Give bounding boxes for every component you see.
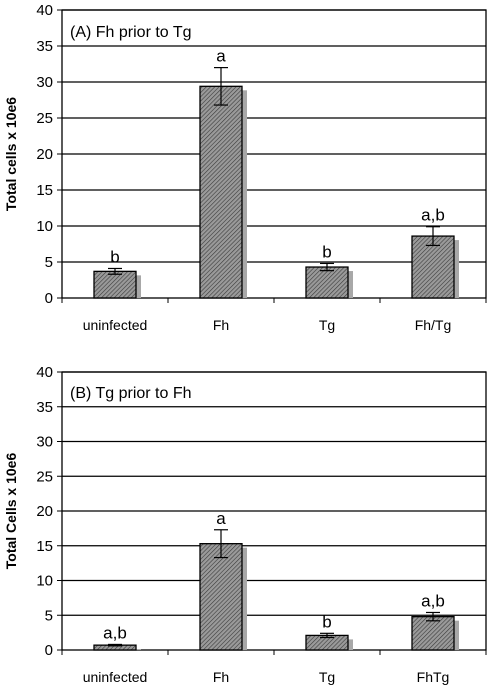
panel-b-significance-label: a,b [421, 591, 445, 610]
panel-a-significance-label: b [322, 242, 331, 261]
panel-b-bar-fh [199, 543, 243, 651]
panel-b-title: (B) Tg prior to Fh [70, 385, 192, 402]
panel-a-category-label: Fh [213, 317, 229, 333]
panel-b-category-label: uninfected [83, 669, 148, 685]
panel-a-y-tick-label: 35 [36, 38, 53, 55]
panel-a-y-tick-label: 10 [36, 218, 53, 235]
panel-a-y-tick-label: 25 [36, 110, 53, 127]
panel-b-y-tick-label: 5 [45, 607, 53, 624]
panel-a-category-label: uninfected [83, 317, 148, 333]
panel-a-significance-label: a [216, 47, 226, 66]
panel-a-y-tick-label: 30 [36, 74, 53, 91]
panel-a-y-tick-label: 5 [45, 254, 53, 271]
panel-a-category-label: Tg [319, 317, 335, 333]
panel-b-y-tick-label: 10 [36, 573, 53, 590]
panel-b-bar-fhtg [411, 615, 455, 651]
panel-b-y-tick-label: 25 [36, 468, 53, 485]
panel-a-bar-fh [199, 85, 243, 299]
panel-b-y-tick-label: 20 [36, 503, 53, 520]
panel-b-significance-label: a,b [103, 623, 127, 642]
panel-b-category-label: Fh [213, 669, 229, 685]
panel-b-significance-label: b [322, 612, 331, 631]
panel-b-y-tick-label: 30 [36, 434, 53, 451]
panel-b-significance-label: a [216, 509, 226, 528]
panel-b-y-tick-label: 0 [45, 642, 53, 659]
panel-b-y-tick-label: 40 [36, 364, 53, 381]
panel-a-y-tick-label: 15 [36, 182, 53, 199]
panel-a-bar-tg [305, 266, 349, 299]
panel-a-title: (A) Fh prior to Tg [70, 24, 192, 41]
panel-a-y-tick-label: 20 [36, 146, 53, 163]
panel-a-bar-uninfected [93, 270, 137, 299]
panel-b-category-label: Tg [319, 669, 335, 685]
panel-b-y-axis-label: Total Cells x 10e6 [3, 453, 19, 570]
panel-b-y-tick-label: 15 [36, 538, 53, 555]
panel-b-category-label: FhTg [417, 669, 450, 685]
panel-b-y-tick-label: 35 [36, 399, 53, 416]
panel-a-y-axis-label: Total cells x 10e6 [3, 97, 19, 211]
panel-a-significance-label: b [110, 247, 119, 266]
panel-a-y-tick-label: 40 [36, 2, 53, 19]
panel-a-category-label: Fh/Tg [415, 317, 452, 333]
panel-a-y-tick-label: 0 [45, 290, 53, 307]
panel-a-significance-label: a,b [421, 206, 445, 225]
